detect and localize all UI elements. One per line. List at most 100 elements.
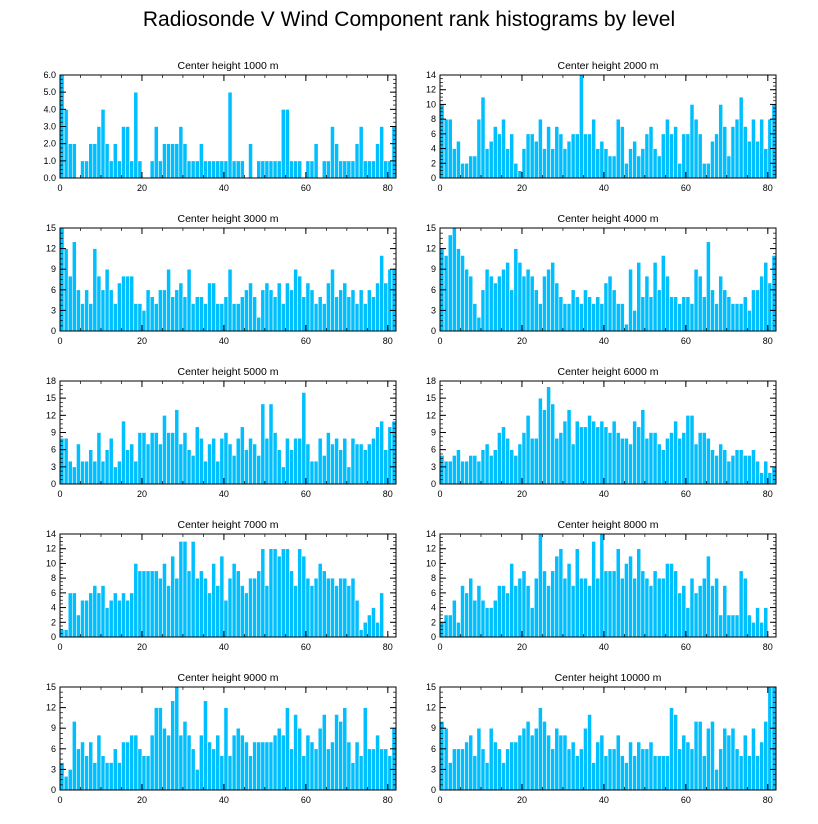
histogram-bar bbox=[640, 148, 646, 179]
histogram-bar bbox=[186, 160, 192, 179]
histogram-bar bbox=[326, 432, 331, 485]
histogram-bar bbox=[562, 303, 568, 332]
histogram-bar bbox=[656, 755, 662, 791]
histogram-bar bbox=[149, 432, 155, 485]
histogram-bar bbox=[321, 455, 327, 485]
histogram-bar bbox=[108, 437, 114, 485]
y-tick-label: 18 bbox=[426, 376, 436, 386]
histogram-bar bbox=[293, 585, 298, 638]
histogram-bar bbox=[624, 437, 629, 485]
histogram-bar bbox=[558, 548, 564, 638]
histogram-bar bbox=[367, 614, 372, 638]
y-tick-label: 10 bbox=[426, 99, 436, 109]
histogram-bar bbox=[595, 741, 601, 791]
histogram-bar bbox=[264, 160, 270, 179]
histogram-bar bbox=[84, 460, 89, 485]
histogram-bar bbox=[574, 133, 580, 179]
histogram-bar bbox=[591, 762, 597, 791]
histogram-bar bbox=[313, 143, 319, 179]
x-tick-label: 80 bbox=[383, 795, 393, 805]
histogram-bar bbox=[96, 734, 102, 791]
histogram-bar bbox=[256, 570, 262, 638]
histogram-bar bbox=[685, 607, 691, 638]
histogram-bar bbox=[644, 577, 650, 638]
histogram-bar bbox=[583, 577, 588, 638]
histogram-bar bbox=[166, 432, 171, 485]
histogram-bar bbox=[301, 755, 307, 791]
histogram-bar bbox=[199, 296, 204, 332]
histogram-bar bbox=[562, 734, 568, 791]
histogram-bar bbox=[354, 741, 360, 791]
histogram-bar bbox=[84, 599, 89, 638]
histogram-bar bbox=[158, 577, 163, 638]
histogram-bar bbox=[468, 734, 474, 791]
histogram-bar bbox=[223, 160, 229, 179]
histogram-bar bbox=[235, 727, 241, 791]
y-tick-label: 6 bbox=[431, 588, 436, 598]
histogram-bar bbox=[464, 162, 469, 179]
histogram-bar bbox=[141, 432, 147, 485]
histogram-bar bbox=[505, 148, 510, 179]
histogram-bar bbox=[619, 437, 625, 485]
histogram-bar bbox=[611, 289, 617, 332]
histogram-bar bbox=[227, 91, 233, 179]
histogram-bar bbox=[558, 734, 564, 791]
histogram-bar bbox=[276, 449, 282, 485]
histogram-bar bbox=[71, 143, 77, 179]
y-tick-label: 3.0 bbox=[43, 122, 56, 132]
histogram-bar bbox=[747, 140, 752, 179]
histogram-bar bbox=[153, 432, 159, 485]
histogram-bar bbox=[268, 548, 274, 638]
panel-title: Center height 2000 m bbox=[558, 60, 659, 72]
x-tick-label: 60 bbox=[681, 642, 691, 652]
histogram-bar bbox=[149, 296, 155, 332]
histogram-bar bbox=[521, 148, 527, 179]
histogram-bar bbox=[517, 734, 523, 791]
histogram-bar bbox=[447, 762, 453, 791]
histogram-bar bbox=[615, 548, 621, 638]
histogram-bar bbox=[313, 577, 319, 638]
histogram-bar bbox=[350, 577, 356, 638]
histogram-bar bbox=[648, 741, 654, 791]
histogram-bar bbox=[734, 303, 740, 332]
y-tick-label: 12 bbox=[426, 703, 436, 713]
histogram-bar bbox=[260, 403, 266, 485]
histogram-bar bbox=[665, 118, 670, 179]
histogram-bar bbox=[640, 296, 646, 332]
histogram-bar bbox=[747, 614, 752, 638]
histogram-bar bbox=[480, 748, 486, 791]
y-tick-label: 4 bbox=[431, 603, 436, 613]
histogram-bar bbox=[203, 160, 208, 179]
histogram-bar bbox=[550, 403, 556, 485]
histogram-bar bbox=[579, 426, 584, 485]
histogram-bar bbox=[203, 577, 208, 638]
histogram-bar bbox=[603, 282, 609, 332]
histogram-bar bbox=[697, 721, 703, 791]
x-tick-label: 60 bbox=[301, 183, 311, 193]
histogram-bar bbox=[460, 460, 465, 485]
histogram-bar bbox=[260, 548, 266, 638]
y-tick-label: 0 bbox=[431, 632, 436, 642]
histogram-bar bbox=[615, 432, 621, 485]
histogram-bar bbox=[476, 316, 482, 332]
histogram-bar bbox=[211, 563, 217, 638]
histogram-bar bbox=[468, 455, 474, 485]
y-tick-label: 0 bbox=[51, 479, 56, 489]
x-tick-label: 0 bbox=[57, 795, 62, 805]
histogram-bar bbox=[231, 455, 237, 485]
histogram-bar bbox=[92, 585, 98, 638]
histogram-bar bbox=[460, 748, 465, 791]
histogram-bar bbox=[162, 143, 167, 179]
histogram-bar bbox=[738, 303, 744, 332]
histogram-bar bbox=[554, 555, 560, 638]
histogram-panel: Center height 10000 m 0 20 40 60 80 0 3 6 9 12 15 bbox=[426, 672, 777, 805]
histogram-bar bbox=[272, 160, 278, 179]
histogram-bar bbox=[63, 629, 69, 638]
histogram-bar bbox=[673, 714, 678, 791]
histogram-bar bbox=[624, 563, 629, 638]
histogram-bar bbox=[533, 577, 539, 638]
x-tick-label: 20 bbox=[517, 795, 527, 805]
histogram-bar bbox=[538, 533, 543, 638]
y-tick-label: 0 bbox=[431, 173, 436, 183]
